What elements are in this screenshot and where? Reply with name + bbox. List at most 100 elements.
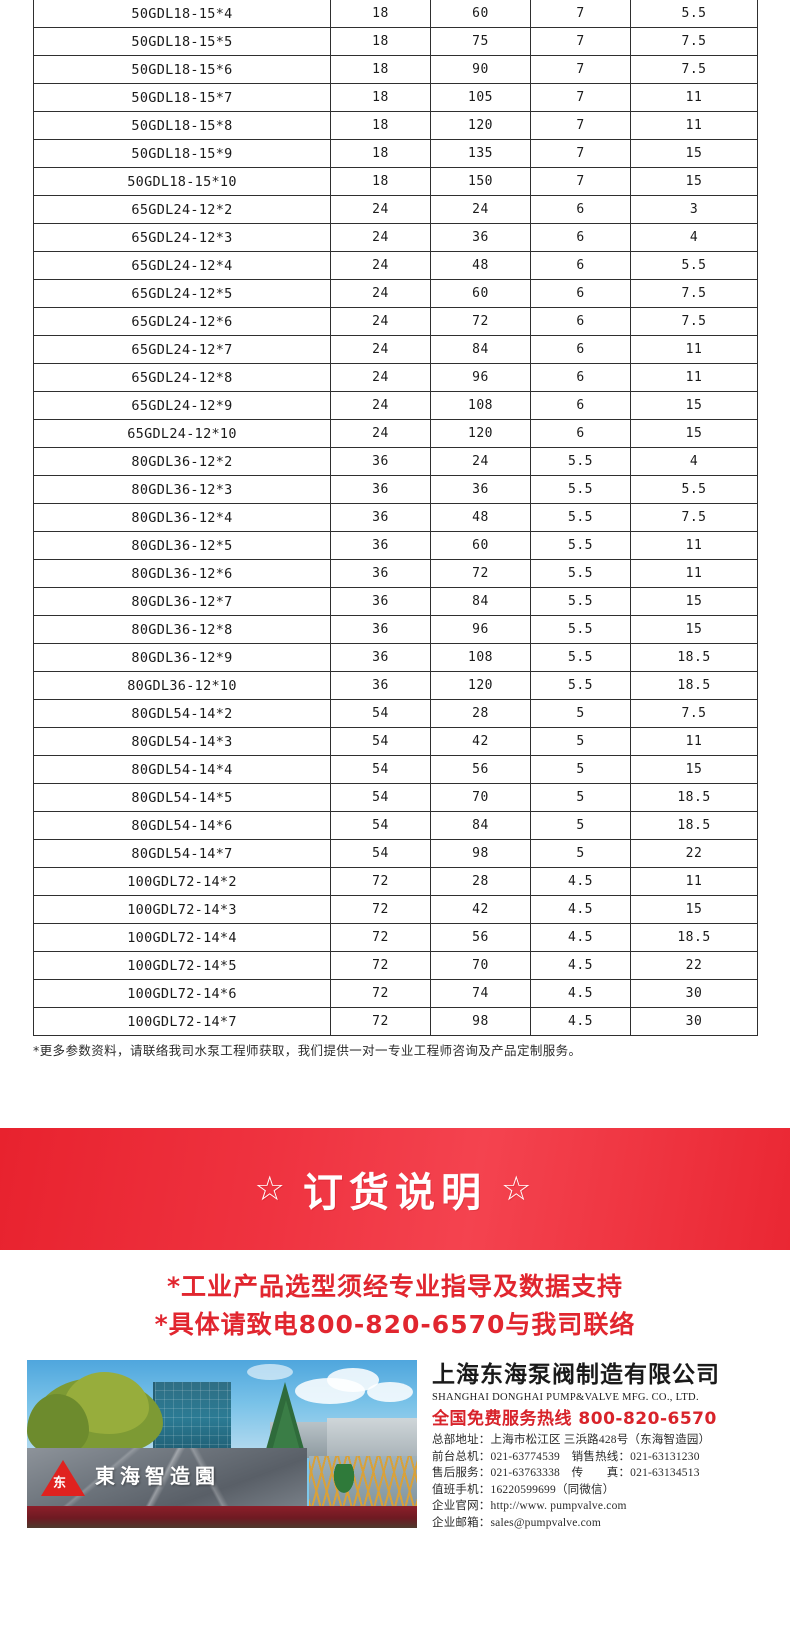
cell-value: 18 — [330, 167, 431, 196]
cell-value: 11 — [630, 867, 758, 896]
cell-value: 7.5 — [630, 307, 758, 336]
cell-value: 15 — [630, 615, 758, 644]
cell-model: 80GDL36-12*10 — [33, 671, 331, 700]
cell-model: 80GDL36-12*8 — [33, 615, 331, 644]
cell-value: 7.5 — [630, 27, 758, 56]
cell-value: 4.5 — [530, 979, 631, 1008]
cell-value: 28 — [430, 867, 531, 896]
cell-model: 65GDL24-12*10 — [33, 419, 331, 448]
table-row: 65GDL24-12*5 24 60 6 7.5 — [33, 279, 758, 308]
company-email[interactable]: 企业邮箱：sales@pumpvalve.com — [432, 1516, 602, 1529]
table-row: 80GDL54-14*4 54 56 5 15 — [33, 755, 758, 784]
table-row: 65GDL24-12*3 24 36 6 4 — [33, 223, 758, 252]
cell-value: 30 — [630, 979, 758, 1008]
table-row: 100GDL72-14*6 72 74 4.5 30 — [33, 979, 758, 1008]
table-row: 80GDL36-12*6 36 72 5.5 11 — [33, 559, 758, 588]
cell-value: 4.5 — [530, 867, 631, 896]
cell-model: 50GDL18-15*9 — [33, 139, 331, 168]
star-right-icon: ☆ — [501, 1169, 536, 1209]
cell-value: 11 — [630, 727, 758, 756]
cell-model: 65GDL24-12*3 — [33, 223, 331, 252]
table-row: 65GDL24-12*8 24 96 6 11 — [33, 363, 758, 392]
cell-value: 120 — [430, 671, 531, 700]
cell-value: 54 — [330, 727, 431, 756]
cell-model: 65GDL24-12*2 — [33, 195, 331, 224]
company-name-en: SHANGHAI DONGHAI PUMP&VALVE MFG. CO., LT… — [432, 1392, 699, 1403]
cell-value: 18 — [330, 83, 431, 112]
duty-mobile: 值班手机：16220599699（同微信） — [432, 1483, 615, 1496]
cell-value: 36 — [430, 475, 531, 504]
cell-value: 5.5 — [630, 475, 758, 504]
cell-value: 5 — [530, 839, 631, 868]
cell-value: 54 — [330, 811, 431, 840]
wall-signage-text: 東海智造園 — [95, 1464, 220, 1488]
cell-model: 80GDL54-14*7 — [33, 839, 331, 868]
cell-model: 80GDL54-14*4 — [33, 755, 331, 784]
cell-model: 80GDL54-14*2 — [33, 699, 331, 728]
table-row: 50GDL18-15*5 18 75 7 7.5 — [33, 27, 758, 56]
cell-value: 60 — [430, 0, 531, 28]
cell-value: 7 — [530, 111, 631, 140]
cell-value: 18 — [330, 111, 431, 140]
cell-value: 24 — [330, 307, 431, 336]
cell-value: 15 — [630, 755, 758, 784]
table-row: 65GDL24-12*9 24 108 6 15 — [33, 391, 758, 420]
table-row: 100GDL72-14*3 72 42 4.5 15 — [33, 895, 758, 924]
table-row: 80GDL54-14*3 54 42 5 11 — [33, 727, 758, 756]
table-row: 50GDL18-15*6 18 90 7 7.5 — [33, 55, 758, 84]
table-row: 100GDL72-14*4 72 56 4.5 18.5 — [33, 923, 758, 952]
cell-value: 7.5 — [630, 503, 758, 532]
cell-value: 5.5 — [630, 0, 758, 28]
cell-value: 120 — [430, 111, 531, 140]
cell-value: 5.5 — [530, 559, 631, 588]
cell-model: 50GDL18-15*8 — [33, 111, 331, 140]
company-info-block: 上海东海泵阀制造有限公司 SHANGHAI DONGHAI PUMP&VALVE… — [432, 1360, 772, 1531]
page-footer: 东 東海智造園 上海东海泵阀制造有限公司 SHANGHAI DONGHAI PU… — [0, 1360, 790, 1535]
table-row: 80GDL54-14*7 54 98 5 22 — [33, 839, 758, 868]
order-instructions-banner: ☆ 订货说明 ☆ — [0, 1128, 790, 1250]
cell-value: 15 — [630, 419, 758, 448]
cell-value: 7 — [530, 55, 631, 84]
cell-value: 36 — [330, 531, 431, 560]
cell-model: 80GDL36-12*2 — [33, 447, 331, 476]
cell-value: 84 — [430, 811, 531, 840]
cell-value: 5.5 — [530, 531, 631, 560]
cell-value: 6 — [530, 195, 631, 224]
cell-value: 48 — [430, 503, 531, 532]
table-row: 80GDL36-12*8 36 96 5.5 15 — [33, 615, 758, 644]
cell-value: 18.5 — [630, 783, 758, 812]
cell-value: 108 — [430, 643, 531, 672]
cell-value: 84 — [430, 587, 531, 616]
table-row: 100GDL72-14*5 72 70 4.5 22 — [33, 951, 758, 980]
banner-title: ☆ 订货说明 ☆ — [255, 1160, 536, 1218]
cell-value: 7 — [530, 167, 631, 196]
cell-value: 72 — [330, 1007, 431, 1036]
cell-value: 4.5 — [530, 923, 631, 952]
cell-value: 11 — [630, 363, 758, 392]
cell-model: 65GDL24-12*5 — [33, 279, 331, 308]
tree-icon — [27, 1394, 89, 1456]
cell-value: 98 — [430, 1007, 531, 1036]
table-row: 50GDL18-15*7 18 105 7 11 — [33, 83, 758, 112]
cell-model: 80GDL36-12*3 — [33, 475, 331, 504]
cell-value: 5 — [530, 727, 631, 756]
cell-value: 7.5 — [630, 279, 758, 308]
cell-value: 6 — [530, 307, 631, 336]
cell-value: 90 — [430, 55, 531, 84]
cell-model: 50GDL18-15*6 — [33, 55, 331, 84]
company-website[interactable]: 企业官网：http://www. pumpvalve.com — [432, 1500, 627, 1512]
cell-value: 60 — [430, 279, 531, 308]
glass-building — [153, 1382, 231, 1454]
cell-value: 5 — [530, 755, 631, 784]
table-row: 65GDL24-12*2 24 24 6 3 — [33, 195, 758, 224]
cell-value: 36 — [330, 503, 431, 532]
table-row: 50GDL18-15*9 18 135 7 15 — [33, 139, 758, 168]
cell-model: 80GDL36-12*5 — [33, 531, 331, 560]
cell-value: 36 — [330, 615, 431, 644]
table-row: 65GDL24-12*6 24 72 6 7.5 — [33, 307, 758, 336]
cell-value: 6 — [530, 251, 631, 280]
cell-value: 5.5 — [530, 475, 631, 504]
cell-value: 135 — [430, 139, 531, 168]
cell-value: 24 — [330, 279, 431, 308]
cell-value: 11 — [630, 111, 758, 140]
